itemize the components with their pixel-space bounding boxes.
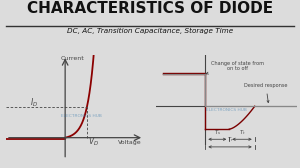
Text: CHARACTERISTICS OF DIODE: CHARACTERISTICS OF DIODE [27, 1, 273, 16]
Text: Desired response: Desired response [244, 83, 288, 103]
Text: ELECTRONICS HUB: ELECTRONICS HUB [61, 114, 102, 118]
Text: Voltage: Voltage [118, 140, 142, 145]
Text: $V_D$: $V_D$ [88, 135, 100, 148]
Text: $T_r$: $T_r$ [226, 135, 233, 144]
Text: $T_s$: $T_s$ [214, 128, 221, 137]
Text: $T_t$: $T_t$ [238, 128, 245, 137]
Text: Change of state from
on to off: Change of state from on to off [206, 60, 264, 74]
Text: Current: Current [60, 56, 84, 61]
Text: DC, AC, Transition Capacitance, Storage Time: DC, AC, Transition Capacitance, Storage … [67, 28, 233, 34]
Text: ELECTRONICS HUB: ELECTRONICS HUB [206, 108, 247, 112]
Text: $I_D$: $I_D$ [30, 96, 38, 109]
